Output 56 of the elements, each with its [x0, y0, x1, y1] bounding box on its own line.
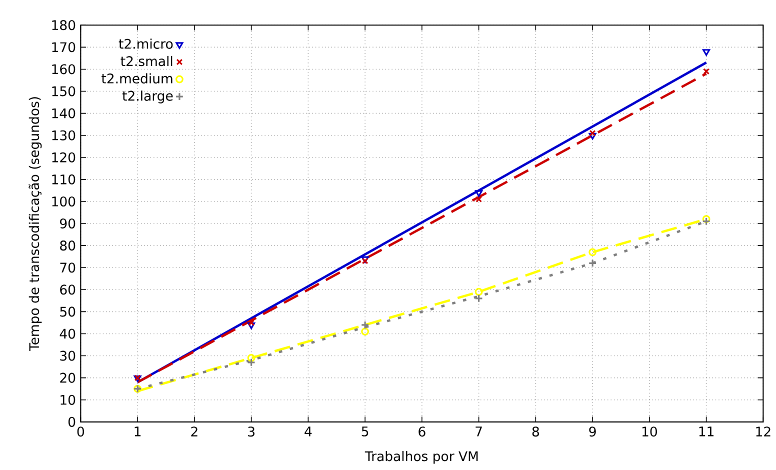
- point: [360, 320, 370, 330]
- x-axis-title: Trabalhos por VM: [364, 451, 478, 464]
- x-tick-label: 5: [362, 426, 368, 437]
- y-tick-label: 110: [52, 174, 76, 185]
- y-tick-label: 90: [60, 218, 76, 229]
- y-tick-label: 0: [68, 417, 76, 428]
- legend-label: t2.small: [120, 56, 172, 66]
- point: [474, 294, 484, 303]
- x-tick-label: 11: [699, 426, 714, 436]
- y-tick-label: 10: [60, 395, 76, 406]
- y-tick-label: 40: [60, 328, 76, 339]
- x-tick-label: 10: [642, 426, 657, 437]
- y-tick-label: 170: [52, 42, 76, 52]
- y-tick-label: 120: [52, 152, 76, 163]
- y-tick-label: 30: [60, 351, 76, 362]
- y-tick-label: 70: [60, 262, 76, 273]
- point: [474, 288, 483, 296]
- point: [703, 68, 710, 75]
- point: [588, 259, 597, 268]
- y-tick-label: 20: [60, 373, 76, 384]
- x-tick-label: 8: [532, 426, 539, 437]
- point: [475, 190, 483, 198]
- x-tick-label: 3: [248, 426, 254, 437]
- x-tick-label: 7: [476, 426, 482, 436]
- x-tick-label: 1: [134, 426, 141, 436]
- x-tick-label: 4: [304, 426, 312, 436]
- point: [588, 248, 597, 256]
- point: [702, 217, 711, 226]
- y-tick-label: 80: [60, 240, 76, 251]
- y-tick-label: 50: [60, 306, 76, 317]
- point: [702, 49, 710, 56]
- point: [247, 358, 256, 367]
- y-tick-label: 160: [52, 64, 76, 74]
- point: [588, 133, 596, 140]
- y-tick-label: 180: [52, 20, 76, 30]
- point: [476, 196, 482, 203]
- point: [247, 354, 256, 362]
- legend-label: t2.large: [122, 90, 173, 104]
- point: [589, 130, 596, 137]
- point: [248, 320, 255, 326]
- point: [361, 328, 370, 336]
- point: [702, 215, 710, 224]
- y-tick-label: 130: [52, 130, 76, 141]
- y-tick-label: 100: [52, 196, 76, 207]
- y-axis-title: Tempo de transcodificação (segundos): [28, 97, 42, 352]
- y-tick-label: 60: [60, 284, 76, 295]
- x-tick-label: 6: [418, 426, 426, 437]
- x-tick-label: 9: [589, 426, 596, 437]
- legend-label: t2.medium: [102, 73, 172, 84]
- x-tick-label: 12: [756, 426, 770, 437]
- point: [248, 322, 256, 330]
- y-tick-label: 140: [52, 108, 76, 119]
- x-tick-label: 2: [191, 426, 198, 437]
- x-tick-label: 0: [77, 426, 84, 437]
- y-tick-label: 150: [52, 86, 76, 96]
- legend-label: t2.micro: [118, 38, 173, 50]
